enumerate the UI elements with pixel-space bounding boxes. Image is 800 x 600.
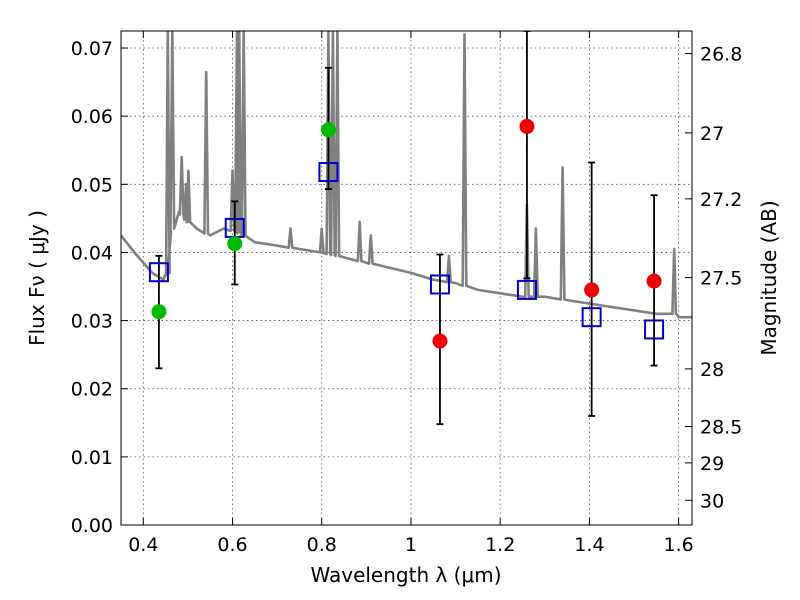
y-tick-label: 0.04 — [71, 242, 113, 264]
data-point-square — [429, 274, 450, 295]
errorbar — [523, 31, 531, 280]
y2-tick-label: 28.5 — [700, 417, 742, 439]
data-point-square — [581, 307, 602, 328]
x-tick-label: 0.8 — [307, 534, 337, 556]
y-axis-title: Flux Fν ( μJy ) — [25, 210, 49, 346]
model-spectrum — [121, 31, 692, 319]
data-point-square — [516, 279, 537, 300]
data-point-square — [318, 162, 339, 183]
grid-lines — [121, 31, 692, 525]
y2-tick-label: 29 — [700, 453, 724, 475]
y-tick-label: 0.02 — [71, 379, 113, 401]
y2-tick-label: 27.2 — [700, 189, 742, 211]
y2-tick-label: 30 — [700, 490, 724, 512]
y-tick-label: 0.00 — [71, 515, 113, 537]
x-tick-label: 1.2 — [485, 534, 515, 556]
model-spectrum-line — [121, 31, 692, 319]
y2-tick-label: 27 — [700, 123, 724, 145]
x-axis-ticks: 0.4 0.6 0.8 1 1.2 1.4 1.6 — [128, 31, 694, 556]
x-tick-label: 1.4 — [574, 534, 604, 556]
x-tick-label: 0.6 — [217, 534, 247, 556]
data-markers — [148, 118, 665, 349]
data-point-green — [320, 122, 336, 138]
data-point-square — [644, 319, 665, 340]
y2-tick-label: 27.5 — [700, 268, 742, 290]
y-tick-label: 0.01 — [71, 447, 113, 469]
x-tick-label: 1 — [405, 534, 417, 556]
data-point-green — [151, 304, 167, 320]
y2-axis-ticks: 26.8 27 27.2 27.5 28 28.5 29 30 — [685, 44, 742, 512]
data-point-red — [519, 118, 535, 134]
y-tick-label: 0.03 — [71, 311, 113, 333]
data-point-red — [432, 333, 448, 349]
data-point-red — [584, 282, 600, 298]
y-tick-label: 0.06 — [71, 106, 113, 128]
y-axis-ticks: 0.00 0.01 0.02 0.03 0.04 0.05 0.06 0.07 — [71, 38, 128, 537]
data-point-square — [148, 262, 169, 283]
y2-tick-label: 26.8 — [700, 44, 742, 66]
x-tick-label: 1.6 — [664, 534, 694, 556]
x-axis-title: Wavelength λ (μm) — [310, 563, 501, 587]
data-point-green — [227, 236, 243, 252]
x-tick-label: 0.4 — [128, 534, 158, 556]
data-point-red — [646, 273, 662, 289]
y2-axis-title: Magnitude (AB) — [757, 200, 781, 355]
y-tick-label: 0.05 — [71, 174, 113, 196]
y-tick-label: 0.07 — [71, 38, 113, 60]
y2-tick-label: 28 — [700, 359, 724, 381]
